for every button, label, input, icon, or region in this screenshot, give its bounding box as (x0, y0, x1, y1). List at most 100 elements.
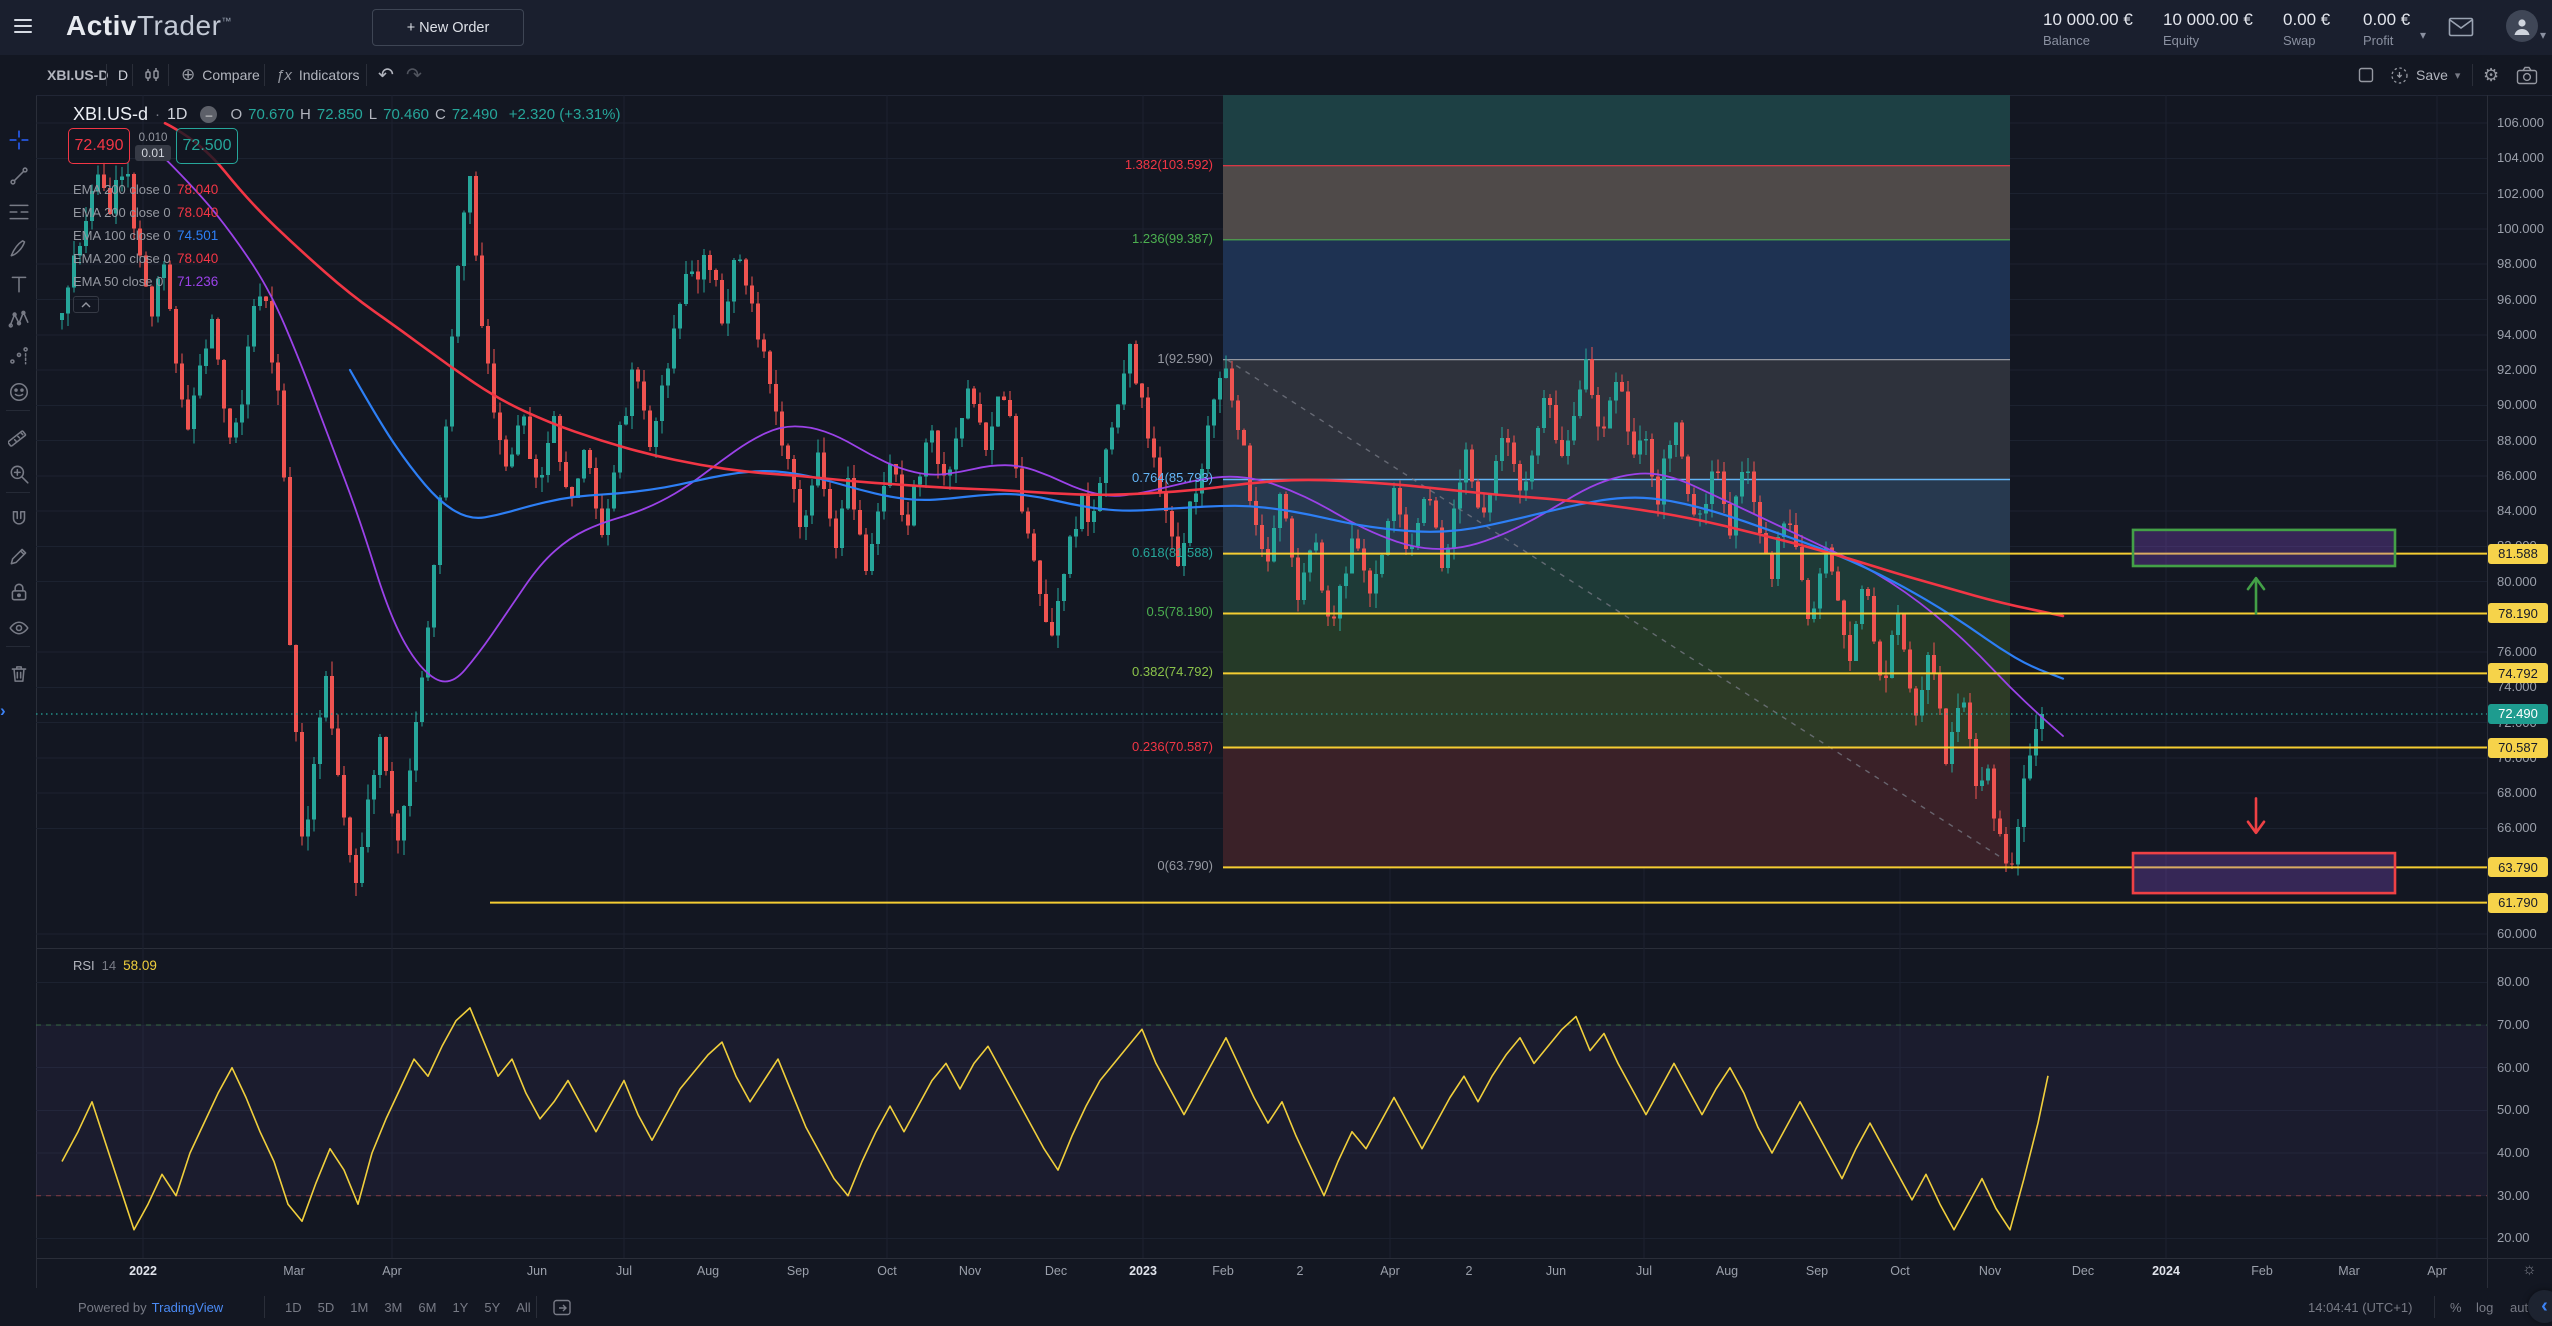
time-axis[interactable]: ☼ 2022 Mar Apr Jun Jul Aug Sep Oct Nov Dec 2023 Feb… (36, 1258, 2552, 1288)
new-order-button[interactable]: + New Order (372, 9, 524, 46)
ohlc-key: O (230, 106, 243, 123)
time-tick-label: Apr (382, 1264, 402, 1278)
range-button-5d[interactable]: 5D (317, 1299, 335, 1315)
fib-level-label: 1(92.590) (1157, 350, 1213, 366)
range-button-6m[interactable]: 6M (418, 1299, 437, 1315)
time-tick-label: Aug (1715, 1264, 1739, 1278)
range-button-5y[interactable]: 5Y (484, 1299, 501, 1315)
ema-legend-row[interactable]: EMA 50 close 0 71.236 (73, 270, 333, 293)
toolbar-separator (132, 64, 133, 86)
theme-sun-icon[interactable]: ☼ (2522, 1261, 2537, 1278)
time-tick-label: Mar (2338, 1264, 2360, 1278)
indicators-button[interactable]: ƒx Indicators (276, 66, 360, 84)
tool-ruler-icon[interactable] (7, 427, 30, 449)
tool-fib-retracement-icon[interactable] (8, 201, 30, 223)
ema-legend-row[interactable]: EMA 100 close 0 74.501 (73, 224, 333, 247)
bottombar-separator (536, 1296, 537, 1318)
account-balance[interactable]: 10 000.00 € Balance (2043, 10, 2133, 48)
ema-legend-row[interactable]: EMA 200 close 0 78.040 (73, 201, 333, 224)
compare-button[interactable]: ⊕ Compare (181, 65, 260, 84)
legend-separator: · (155, 106, 161, 123)
price-axis-divider (2487, 95, 2488, 1288)
save-button[interactable]: Save ▾ (2390, 55, 2460, 95)
timeframe-button[interactable]: D (118, 67, 129, 83)
price-axis[interactable]: 106.000 104.000 102.000 100.000 98.000 96.000… (2487, 95, 2552, 1288)
price-tick-label: 88.000 (2497, 432, 2537, 448)
legend-symbol[interactable]: XBI.US-d (73, 104, 149, 124)
account-equity[interactable]: 10 000.00 € Equity (2163, 10, 2253, 48)
ema-legend-row[interactable]: EMA 200 close 0 78.040 (73, 247, 333, 270)
account-caret-icon[interactable]: ▾ (2420, 28, 2427, 42)
price-tick-label: 86.000 (2497, 467, 2537, 483)
log-scale-button[interactable]: log (2476, 1299, 2494, 1315)
fib-level-label: 0.764(85.793) (1132, 470, 1213, 486)
time-tick-label: 2024 (2152, 1264, 2180, 1278)
menu-icon[interactable] (14, 19, 32, 35)
ema-label: EMA 100 close 0 (73, 228, 171, 243)
time-tick-label: Jul (616, 1264, 632, 1278)
tool-text-tool-icon[interactable] (8, 273, 30, 295)
range-button-1d[interactable]: 1D (285, 1299, 302, 1315)
range-button-1m[interactable]: 1M (350, 1299, 369, 1315)
go-to-date-button[interactable] (552, 1288, 572, 1326)
tool-brush-icon[interactable] (8, 237, 30, 259)
tool-trend-line-icon[interactable] (8, 165, 30, 187)
tool-trash-icon[interactable] (8, 663, 30, 685)
ema-legend-row[interactable]: EMA 200 close 0 78.040 (73, 178, 333, 201)
time-tick-label: 2 (1296, 1264, 1304, 1278)
sell-button[interactable]: 72.490 (68, 128, 130, 164)
redo-button[interactable]: ↷ (406, 64, 422, 86)
price-tick-label: 94.000 (2497, 326, 2537, 342)
pane-divider[interactable] (36, 948, 2552, 949)
toolbar-separator (264, 64, 265, 86)
settings-button[interactable]: ⚙ (2483, 64, 2500, 85)
tool-zoom-in-icon[interactable] (8, 463, 30, 485)
range-button-3m[interactable]: 3M (384, 1299, 403, 1315)
chart-style-button[interactable] (142, 55, 162, 95)
app-logo: ActivTrader™ (66, 10, 232, 41)
range-buttons: 1D 5D 1M 3M 6M 1Y 5Y All (278, 1288, 538, 1326)
screenshot-button[interactable] (2516, 55, 2538, 95)
time-axis-divider (36, 1258, 2552, 1259)
collapse-panel-button[interactable]: ‹ (2528, 1290, 2552, 1323)
tool-crosshair-icon[interactable] (8, 129, 30, 151)
fib-level-label: 0.5(78.190) (1146, 604, 1214, 620)
clock-display[interactable]: 14:04:41 (UTC+1) (2308, 1299, 2413, 1315)
range-button-all[interactable]: All (516, 1299, 531, 1315)
tradingview-link[interactable]: TradingView (151, 1299, 224, 1315)
avatar[interactable] (2506, 10, 2538, 42)
tool-xabcd-pattern-icon[interactable] (8, 309, 30, 331)
tool-emoji-icon[interactable] (8, 381, 30, 403)
bottom-toolbar: Powered by TradingView 1D 5D 1M 3M 6M 1Y 5Y All… (36, 1288, 2552, 1326)
tool-eye-icon[interactable] (8, 617, 30, 639)
layout-button[interactable] (2358, 55, 2374, 95)
mail-icon[interactable] (2448, 16, 2474, 43)
time-tick-label: Nov (958, 1264, 982, 1278)
tool-lock-icon[interactable] (8, 581, 30, 603)
time-tick-label: 2022 (129, 1264, 157, 1278)
fib-level-label: 0.382(74.792) (1132, 664, 1213, 680)
symbol-button[interactable]: XBI.US-D (47, 67, 109, 83)
undo-button[interactable]: ↶ (378, 64, 394, 86)
ohlc-value: 70.460 (383, 106, 430, 123)
account-label: Swap (2283, 33, 2316, 48)
hide-series-button[interactable]: – (200, 106, 218, 123)
ema-label: EMA 200 close 0 (73, 205, 171, 220)
person-icon (2514, 19, 2530, 35)
account-swap[interactable]: 0.00 € Swap (2283, 10, 2330, 48)
tool-magnet-icon[interactable] (8, 509, 30, 531)
buy-button[interactable]: 72.500 (176, 128, 238, 164)
rsi-legend[interactable]: RSI 14 58.09 (73, 958, 157, 973)
ema-value: 78.040 (177, 251, 219, 266)
legend-collapse-button[interactable] (73, 296, 99, 313)
tool-draw-mode-icon[interactable] (8, 545, 30, 567)
account-profit[interactable]: 0.00 € Profit (2363, 10, 2410, 48)
price-tick-label: 106.000 (2497, 115, 2544, 131)
panel-expand-chevron[interactable]: › (0, 701, 6, 720)
avatar-caret-icon[interactable]: ▾ (2540, 28, 2547, 42)
range-button-1y[interactable]: 1Y (452, 1299, 469, 1315)
tool-forecast-icon[interactable] (8, 345, 30, 367)
percent-scale-button[interactable]: % (2450, 1299, 2462, 1315)
